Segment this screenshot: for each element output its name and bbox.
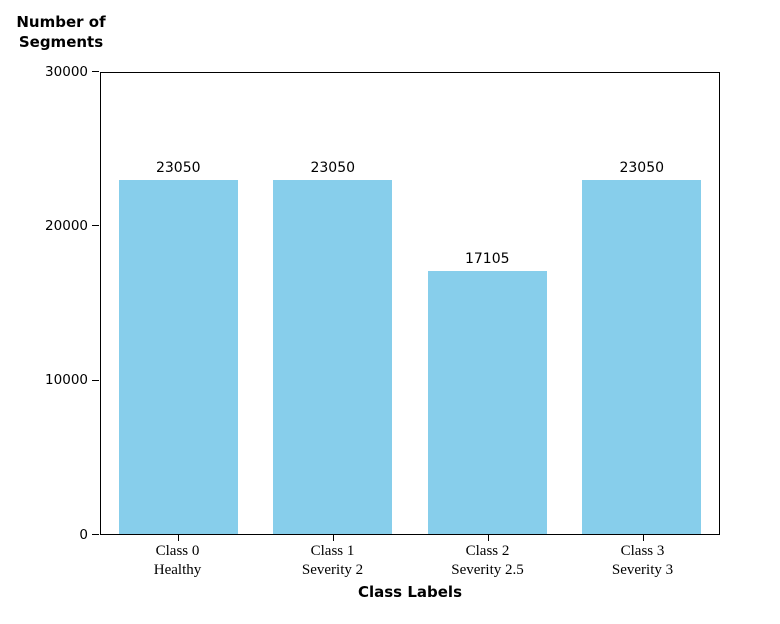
bar [582, 179, 702, 534]
x-tick-mark [177, 534, 179, 541]
x-tick-mark [332, 534, 334, 541]
bar-slot: 23050 [565, 73, 720, 534]
bar [273, 179, 393, 534]
bars-container: 23050 23050 17105 23050 [101, 73, 719, 534]
y-tick-label: 0 [79, 526, 88, 543]
bar-slot: 23050 [101, 73, 256, 534]
bar-value-label: 23050 [155, 159, 201, 176]
y-tick-label: 30000 [45, 63, 88, 80]
bar-value-label: 23050 [619, 159, 665, 176]
x-category-label: Class 0 Healthy [153, 543, 202, 578]
y-tick-mark [92, 379, 99, 381]
x-axis-title: Class Labels [357, 583, 462, 601]
y-tick-label: 10000 [45, 371, 88, 388]
bar-slot: 17105 [410, 73, 565, 534]
bar-value-label: 17105 [464, 251, 510, 268]
plot-area: 23050 23050 17105 23050 [100, 72, 720, 535]
x-axis-category-labels: Class 0 Healthy Class 1 Severity 2 Class 2… [100, 542, 720, 580]
bar [427, 271, 547, 534]
bar-slot: 23050 [256, 73, 411, 534]
y-tick-mark [92, 534, 99, 535]
x-category-label: Class 1 Severity 2 [301, 543, 364, 578]
y-axis-title: Number of Segments [16, 13, 106, 52]
x-axis-ticks [100, 534, 720, 542]
x-tick-mark [487, 534, 489, 541]
y-tick-mark [92, 225, 99, 227]
y-tick-mark [92, 71, 99, 72]
y-tick-label: 20000 [45, 217, 88, 234]
x-category-label: Class 3 Severity 3 [611, 543, 674, 578]
bar [118, 179, 238, 534]
bar-value-label: 23050 [310, 159, 356, 176]
x-category-label: Class 2 Severity 2.5 [451, 543, 524, 578]
x-tick-mark [642, 534, 644, 541]
